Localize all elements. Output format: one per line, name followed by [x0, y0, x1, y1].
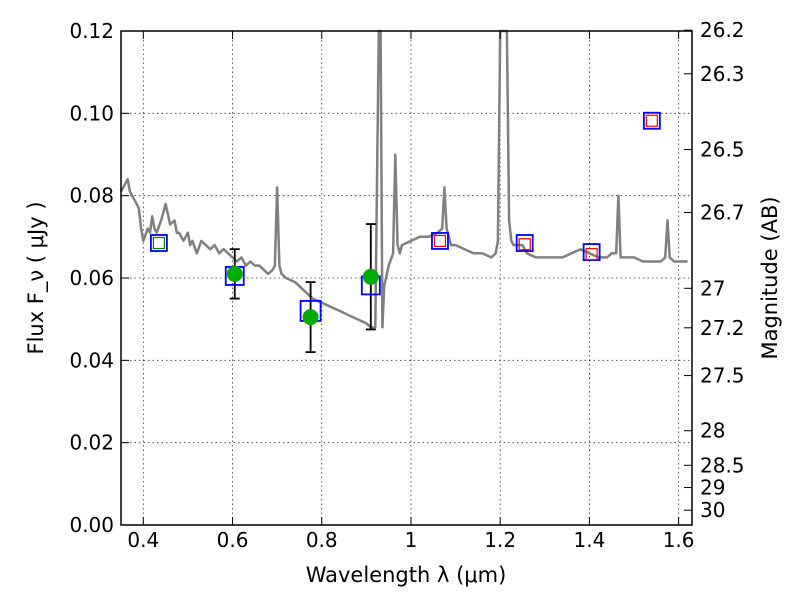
- x-tick-label: 1.2: [484, 528, 516, 552]
- right-tick-label: 26.7: [700, 201, 745, 225]
- x-tick-label: 0.6: [217, 528, 249, 552]
- observed-point: [362, 268, 379, 285]
- model-photometry-square: [515, 234, 534, 252]
- right-tick-label: 29: [700, 476, 725, 500]
- x-tick-label: 1: [405, 528, 418, 552]
- right-axis-label: Magnitude (AB): [758, 196, 782, 359]
- x-tick-label: 0.8: [306, 528, 338, 552]
- right-tick-label: 26.5: [700, 138, 745, 162]
- x-axis-label: Wavelength λ (μm): [306, 563, 507, 587]
- inner-square-marker: [645, 114, 658, 127]
- x-tick-label: 1.4: [573, 528, 605, 552]
- y-tick-label: 0.06: [69, 266, 114, 290]
- y-tick-label: 0.02: [69, 431, 114, 455]
- observed-point: [302, 309, 319, 326]
- x-tick-label: 1.6: [663, 528, 695, 552]
- model-photometry-square: [642, 111, 661, 130]
- ticks-layer: 0.4 0.6 0.8 1 1.2 1.4 1.6 0.00 0.02 0.04 0.06 0.08 0…: [69, 18, 744, 552]
- right-tick-label: 27: [700, 276, 725, 300]
- y-tick-label: 0.04: [69, 348, 114, 372]
- y-tick-label: 0.08: [69, 184, 114, 208]
- right-tick-label: 27.5: [700, 364, 745, 388]
- markers-layer: [150, 111, 661, 354]
- x-tick-label: 0.4: [127, 528, 159, 552]
- right-tick-label: 27.2: [700, 316, 745, 340]
- model-spectrum-line: [119, 29, 688, 329]
- model-photometry-square: [431, 232, 449, 250]
- inner-square-marker: [152, 236, 166, 250]
- right-tick-label: 26.2: [700, 18, 745, 42]
- right-tick-label: 26.3: [700, 62, 745, 86]
- right-tick-label: 28: [700, 419, 725, 443]
- right-tick-label: 28.5: [700, 453, 745, 477]
- inner-square-marker: [433, 234, 447, 248]
- y-axis-label: Flux F_ν ( μJy ): [24, 201, 49, 354]
- model-photometry-square: [150, 234, 168, 252]
- y-tick-label: 0.00: [69, 513, 114, 537]
- right-tick-label: 30: [700, 498, 725, 522]
- y-tick-label: 0.10: [69, 101, 114, 125]
- inner-square-marker: [585, 248, 598, 261]
- y-tick-label: 0.12: [69, 19, 114, 43]
- grid-lines: [121, 30, 692, 526]
- observed-point: [226, 265, 243, 282]
- inner-square-marker: [518, 238, 531, 251]
